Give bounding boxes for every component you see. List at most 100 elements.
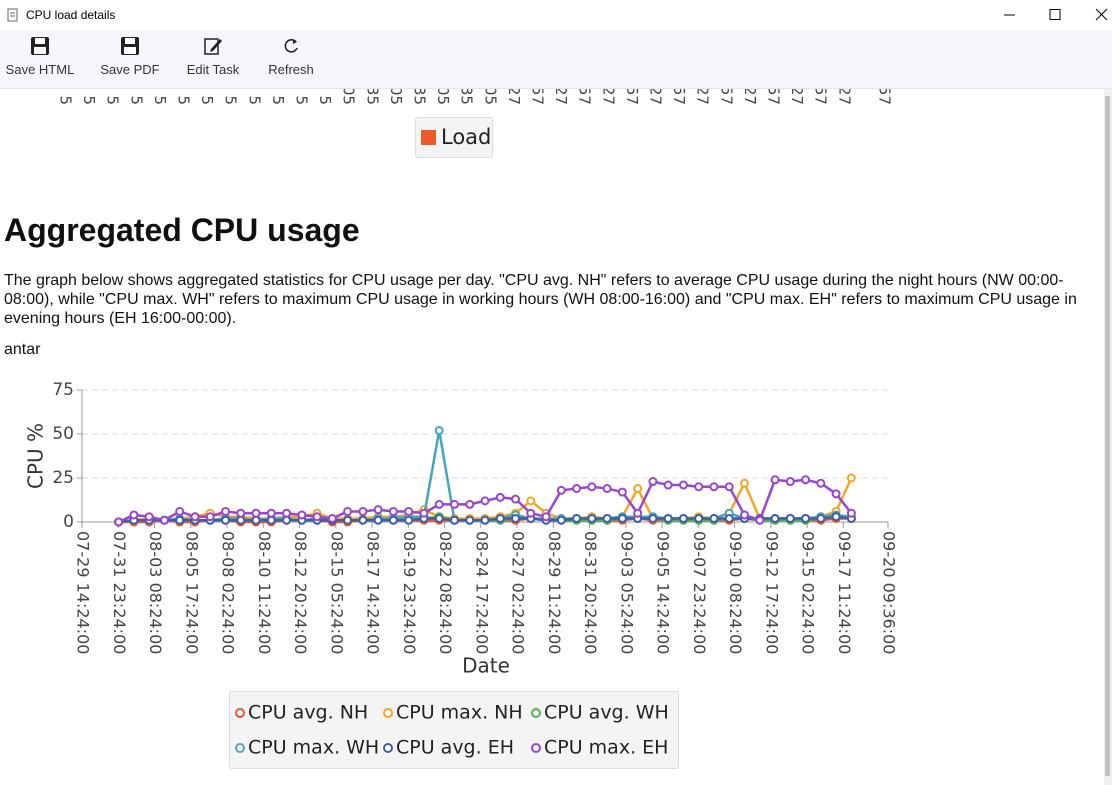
data-point xyxy=(297,510,307,520)
save-pdf-button[interactable]: Save PDF xyxy=(95,30,165,88)
save-icon xyxy=(31,37,49,55)
data-point xyxy=(404,515,414,525)
data-point xyxy=(678,513,688,523)
x-tick-label: 08-27 02:24:00 xyxy=(509,531,528,654)
data-point xyxy=(449,515,459,525)
x-tick-label: 5 xyxy=(151,95,169,105)
x-tick-label: 09-15 02:24:00 xyxy=(799,531,818,654)
data-point xyxy=(190,512,200,522)
x-tick-label: 57 xyxy=(670,88,688,105)
data-point xyxy=(556,515,566,525)
data-point xyxy=(449,499,459,509)
data-point xyxy=(770,475,780,485)
legend-swatch xyxy=(421,130,436,145)
edit-task-button[interactable]: Edit Task xyxy=(180,30,246,88)
data-point xyxy=(159,515,169,525)
data-point xyxy=(831,489,841,499)
legend-marker xyxy=(383,708,393,718)
x-tick-label: 57 xyxy=(623,88,641,105)
window-controls xyxy=(1004,8,1108,21)
x-tick-label: 57 xyxy=(812,88,830,105)
x-tick-label: 08-24 17:24:00 xyxy=(472,531,491,654)
toolbar: Save HTML Save PDF Edit Task Refresh xyxy=(0,30,1112,89)
x-tick-label: 35 xyxy=(458,88,476,105)
data-point xyxy=(343,515,353,525)
data-point xyxy=(556,485,566,495)
legend-label: CPU avg. WH xyxy=(544,702,669,724)
data-point xyxy=(236,515,246,525)
data-point xyxy=(694,482,704,492)
data-point xyxy=(358,515,368,525)
data-point xyxy=(724,513,734,523)
x-tick-label: 27 xyxy=(835,88,853,105)
y-tick-label: 50 xyxy=(52,424,74,444)
x-tick-label: 57 xyxy=(576,88,594,105)
data-point xyxy=(373,505,383,515)
x-tick-label: 09-12 17:24:00 xyxy=(762,531,781,654)
data-point xyxy=(465,499,475,509)
data-point xyxy=(587,513,597,523)
data-point xyxy=(358,506,368,516)
report-content: Load 5 5 5 5 5 5 5 5 5 5 5 5 05 35 05 35 05 35 05 27 57 27 57 2… xyxy=(0,88,1104,785)
x-tick-label: 08-31 20:24:00 xyxy=(581,531,600,654)
data-point xyxy=(236,508,246,518)
x-tick-label: 08-10 11:24:00 xyxy=(255,531,274,654)
legend-label: CPU avg. NH xyxy=(248,702,368,724)
x-tick-label: 05 xyxy=(340,88,358,105)
refresh-button[interactable]: Refresh xyxy=(260,30,322,88)
close-button[interactable] xyxy=(1095,8,1108,21)
x-tick-label: 27 xyxy=(599,88,617,105)
data-point xyxy=(663,480,673,490)
legend-label: CPU max. EH xyxy=(544,737,668,759)
data-point xyxy=(816,478,826,488)
data-point xyxy=(541,512,551,522)
x-tick-label: 5 xyxy=(104,95,122,105)
x-tick-label: 35 xyxy=(363,88,381,105)
button-label: Refresh xyxy=(268,62,314,77)
x-tick-label: 57 xyxy=(529,88,547,105)
data-point xyxy=(388,506,398,516)
x-tick-label: 05 xyxy=(481,88,499,105)
x-tick-label: 35 xyxy=(411,88,429,105)
x-tick-label: 09-05 14:24:00 xyxy=(654,531,673,654)
x-tick-label: 08-12 20:24:00 xyxy=(291,531,310,654)
x-tick-label: 5 xyxy=(175,95,193,105)
data-point xyxy=(495,492,505,502)
x-tick-label: 5 xyxy=(316,95,334,105)
data-point xyxy=(312,512,322,522)
refresh-icon xyxy=(284,39,298,53)
data-point xyxy=(617,513,627,523)
scrollbar[interactable] xyxy=(1104,88,1112,785)
x-tick-label: 5 xyxy=(245,95,263,105)
data-point xyxy=(220,506,230,516)
legend-marker xyxy=(235,708,245,718)
legend-label: Load xyxy=(441,125,491,149)
x-tick-label: 27 xyxy=(694,88,712,105)
host-name: antar xyxy=(4,341,41,358)
data-point xyxy=(480,515,490,525)
legend-label: CPU avg. EH xyxy=(396,737,514,759)
x-tick-label: 57 xyxy=(765,88,783,105)
data-point xyxy=(205,512,215,522)
maximize-button[interactable] xyxy=(1049,9,1061,20)
data-point xyxy=(434,425,444,435)
data-point xyxy=(678,480,688,490)
y-tick-label: 25 xyxy=(52,468,74,488)
scroll-thumb[interactable] xyxy=(1105,96,1110,776)
data-point xyxy=(801,513,811,523)
data-point xyxy=(846,508,856,518)
data-point xyxy=(572,513,582,523)
window-title: CPU load details xyxy=(26,8,116,22)
data-point xyxy=(648,477,658,487)
y-axis-title: CPU % xyxy=(24,423,48,489)
data-point xyxy=(373,515,383,525)
title-bar: CPU load details xyxy=(0,0,1112,30)
app-icon xyxy=(7,8,18,22)
x-tick-label: 08-17 14:24:00 xyxy=(364,531,383,654)
x-tick-label: 27 xyxy=(647,88,665,105)
data-point xyxy=(327,513,337,523)
data-point xyxy=(740,478,750,488)
save-html-button[interactable]: Save HTML xyxy=(0,30,80,88)
legend-label: CPU max. NH xyxy=(396,702,523,724)
legend-box xyxy=(229,691,679,769)
